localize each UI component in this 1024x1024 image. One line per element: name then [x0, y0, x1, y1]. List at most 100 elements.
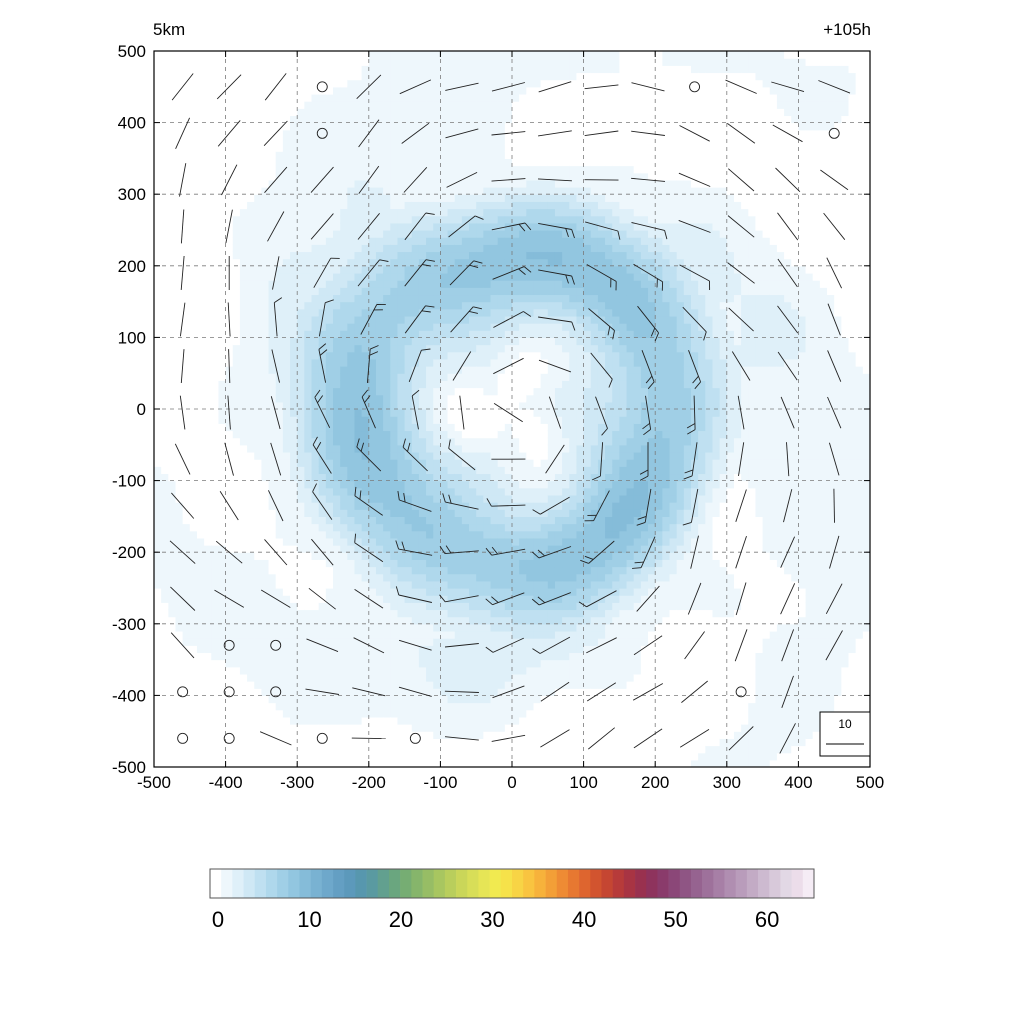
field-cell [333, 588, 341, 596]
field-cell [354, 716, 363, 725]
field-cell [426, 144, 434, 152]
field-cell [461, 552, 470, 560]
field-cell [483, 401, 492, 410]
field-cell [297, 108, 305, 117]
field-cell [504, 215, 513, 224]
field-cell [268, 165, 277, 174]
field-cell [175, 609, 184, 618]
field-cell [383, 459, 391, 467]
field-cell [340, 265, 348, 274]
field-cell [440, 208, 449, 217]
field-cell [433, 530, 441, 539]
field-cell [390, 172, 399, 181]
field-cell [440, 158, 449, 167]
field-cell [361, 208, 370, 217]
field-cell [218, 451, 227, 460]
field-cell [297, 616, 305, 625]
field-cell [383, 308, 391, 317]
field-cell [397, 280, 406, 288]
field-cell [254, 179, 262, 188]
field-cell [418, 115, 427, 124]
field-cell [347, 222, 356, 231]
field-cell [383, 409, 391, 417]
field-cell [347, 423, 356, 432]
field-cell [411, 358, 420, 367]
field-cell [497, 588, 506, 596]
field-cell [440, 602, 449, 611]
field-cell [196, 222, 205, 231]
field-cell [254, 315, 262, 324]
field-cell [504, 115, 513, 124]
field-cell [454, 451, 463, 460]
field-cell [469, 280, 477, 288]
field-cell [290, 323, 298, 331]
field-cell [318, 215, 327, 224]
field-cell [247, 695, 255, 704]
field-cell [483, 638, 492, 646]
field-cell [325, 652, 334, 661]
field-cell [161, 394, 169, 403]
field-cell [390, 745, 399, 754]
field-cell [476, 724, 484, 732]
field-cell [189, 645, 198, 654]
field-cell [290, 416, 298, 424]
field-cell [297, 724, 305, 732]
field-cell [418, 588, 427, 596]
field-cell [454, 645, 463, 654]
field-cell [204, 194, 212, 202]
field-cell [204, 380, 212, 389]
field-cell [504, 151, 513, 159]
field-cell [347, 323, 356, 331]
field-cell [361, 580, 370, 589]
field-cell [175, 115, 184, 124]
field-cell [390, 179, 399, 188]
field-cell [318, 93, 327, 102]
field-cell [196, 387, 205, 396]
field-cell [325, 616, 334, 625]
field-cell [461, 330, 470, 338]
field-cell [469, 394, 477, 403]
field-cell [225, 93, 234, 102]
field-cell [504, 537, 513, 546]
field-cell [161, 695, 169, 704]
field-cell [254, 287, 262, 296]
field-cell [254, 380, 262, 389]
field-cell [275, 165, 284, 174]
field-cell [282, 101, 291, 109]
field-cell [290, 301, 298, 310]
field-cell [404, 473, 413, 482]
field-cell [182, 187, 191, 195]
field-cell [383, 129, 391, 138]
field-cell [447, 294, 456, 303]
field-cell [268, 416, 277, 424]
field-cell [354, 502, 363, 510]
field-cell [211, 609, 220, 618]
field-cell [297, 588, 305, 596]
field-cell [211, 731, 220, 739]
field-cell [354, 244, 363, 253]
field-cell [340, 158, 348, 167]
field-cell [433, 580, 441, 589]
field-cell [440, 258, 449, 267]
field-cell [196, 666, 205, 675]
field-cell [232, 351, 241, 360]
field-cell [168, 373, 177, 381]
field-cell [182, 108, 191, 117]
field-cell [347, 509, 356, 517]
field-cell [189, 473, 198, 482]
field-cell [447, 158, 456, 167]
field-cell [383, 430, 391, 439]
field-cell [232, 401, 241, 410]
field-cell [275, 530, 284, 539]
field-cell [504, 530, 513, 539]
field-cell [304, 752, 313, 761]
field-cell [383, 215, 391, 224]
field-cell [411, 638, 420, 646]
field-cell [168, 380, 177, 389]
field-cell [411, 659, 420, 668]
field-cell [318, 294, 327, 303]
field-cell [254, 65, 262, 74]
field-cell [497, 580, 506, 589]
field-cell [469, 358, 477, 367]
field-cell [175, 673, 184, 682]
